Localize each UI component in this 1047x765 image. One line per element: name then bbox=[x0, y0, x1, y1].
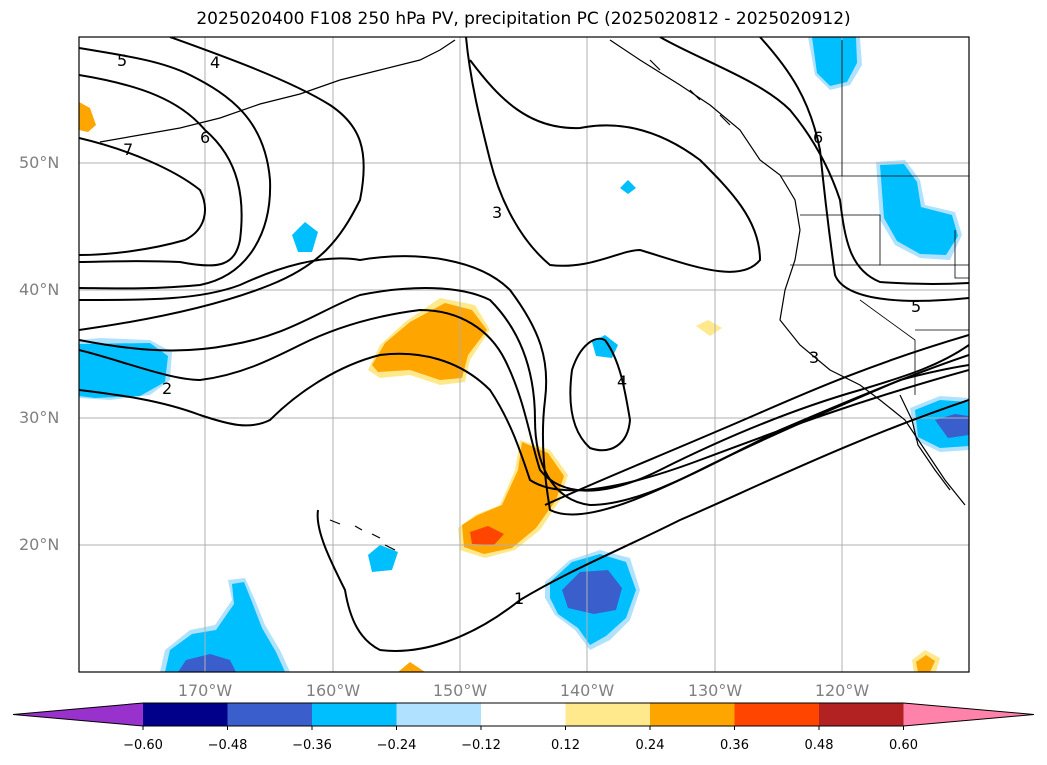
colorbar-tick-label: 0.12 bbox=[551, 738, 580, 753]
contour-label: 4 bbox=[617, 372, 627, 391]
colorbar-bin bbox=[312, 703, 397, 726]
colorbar-bin bbox=[143, 703, 228, 726]
colorbar-tick-label: −0.24 bbox=[376, 738, 417, 753]
contour-4-north bbox=[79, 37, 365, 331]
pv-contours bbox=[79, 37, 969, 652]
colorbar-tick-label: 0.60 bbox=[889, 738, 918, 753]
colorbar bbox=[12, 702, 1035, 730]
contour-6-ne bbox=[659, 37, 969, 285]
precip-blue-south bbox=[562, 570, 622, 614]
contour-3 bbox=[465, 37, 762, 273]
contour-1 bbox=[316, 399, 969, 652]
colorbar-bin bbox=[565, 703, 651, 726]
lon-label-150w: 150°W bbox=[432, 681, 488, 700]
colorbar-extend-min bbox=[13, 703, 143, 726]
contour-2-south bbox=[79, 352, 969, 492]
contour-label-layer: 5 4 6 7 3 6 2 4 1 3 5 bbox=[117, 51, 921, 608]
contour-6-nw bbox=[79, 74, 243, 267]
colorbar-bin bbox=[396, 703, 482, 726]
colorbar-tick-label: 0.24 bbox=[635, 738, 665, 753]
colorbar-bin bbox=[227, 703, 313, 726]
precip-red-central bbox=[470, 526, 504, 545]
baja-coast bbox=[899, 394, 951, 491]
colorbar-tick-label: 0.36 bbox=[720, 738, 749, 753]
lat-label-50n: 50°N bbox=[19, 153, 60, 172]
contour-5-nw bbox=[79, 47, 272, 290]
precip-orange-small-3 bbox=[916, 655, 935, 672]
precip-cyan-small-3 bbox=[368, 545, 398, 572]
borders bbox=[780, 40, 969, 395]
precip-orange-small-4 bbox=[398, 662, 425, 672]
lon-label-120w: 120°W bbox=[814, 681, 870, 700]
state-line-5 bbox=[954, 230, 969, 279]
precip-orange-nw bbox=[79, 102, 96, 132]
precip-cyan-ne-top-b bbox=[812, 37, 857, 86]
colorbar-bin bbox=[819, 703, 904, 726]
contour-label: 3 bbox=[809, 348, 819, 367]
precip-cyan-ne-b bbox=[880, 164, 958, 255]
state-line-1 bbox=[800, 214, 969, 266]
contour-5-ne bbox=[759, 37, 969, 302]
contour-7-nw bbox=[79, 137, 206, 256]
contour-label: 4 bbox=[210, 53, 220, 72]
colorbar-tick-label: −0.12 bbox=[461, 738, 501, 753]
map-frame bbox=[78, 36, 970, 673]
contour-label: 2 bbox=[162, 379, 172, 398]
coastlines bbox=[99, 39, 966, 551]
colorbar-extend-max bbox=[903, 703, 1034, 726]
contour-label: 6 bbox=[813, 128, 823, 147]
map-title: 2025020400 F108 250 hPa PV, precipitatio… bbox=[196, 9, 851, 29]
lon-label-140w: 140°W bbox=[559, 681, 615, 700]
contour-label: 5 bbox=[117, 51, 127, 70]
lat-label-20n: 20°N bbox=[19, 535, 60, 554]
contour-4-loop bbox=[569, 337, 632, 452]
precip-orange-central-b bbox=[372, 303, 487, 380]
lon-label-130w: 130°W bbox=[687, 681, 743, 700]
colorbar-bin bbox=[481, 703, 566, 726]
precip-cyan-sw-b bbox=[165, 582, 285, 672]
contour-label: 3 bbox=[492, 203, 502, 222]
lat-label-40n: 40°N bbox=[19, 280, 60, 299]
hawaii-islands bbox=[329, 519, 396, 551]
precip-fills bbox=[79, 37, 969, 672]
colorbar-tick-label: −0.48 bbox=[207, 738, 248, 753]
map-layers bbox=[79, 37, 969, 672]
precip-blue-se bbox=[935, 414, 969, 438]
contour-label: 7 bbox=[123, 140, 133, 159]
precip-orange-central-d bbox=[462, 442, 564, 554]
colorbar-tick-label: −0.60 bbox=[123, 738, 163, 753]
lon-label-170w: 170°W bbox=[177, 681, 233, 700]
contour-label: 1 bbox=[514, 589, 524, 608]
precip-cyan-small-4 bbox=[620, 180, 636, 194]
precip-orange-small-1 bbox=[696, 320, 722, 336]
coast-islands bbox=[649, 59, 731, 126]
contour-3-east bbox=[544, 334, 969, 506]
colorbar-bin bbox=[650, 703, 735, 726]
aleutian-chain bbox=[99, 39, 456, 143]
lon-label-160w: 160°W bbox=[305, 681, 361, 700]
contour-label: 6 bbox=[200, 128, 210, 147]
colorbar-bin bbox=[734, 703, 820, 726]
contour-2 bbox=[79, 308, 969, 492]
precip-cyan-small-1 bbox=[292, 222, 318, 252]
contour-label: 5 bbox=[911, 297, 921, 316]
precip-blue-sw bbox=[178, 654, 236, 672]
alaska-coast bbox=[609, 39, 966, 506]
colorbar-tick-label: 0.48 bbox=[804, 738, 834, 753]
lat-label-30n: 30°N bbox=[19, 408, 60, 427]
colorbar-tick-label: −0.36 bbox=[292, 738, 332, 753]
